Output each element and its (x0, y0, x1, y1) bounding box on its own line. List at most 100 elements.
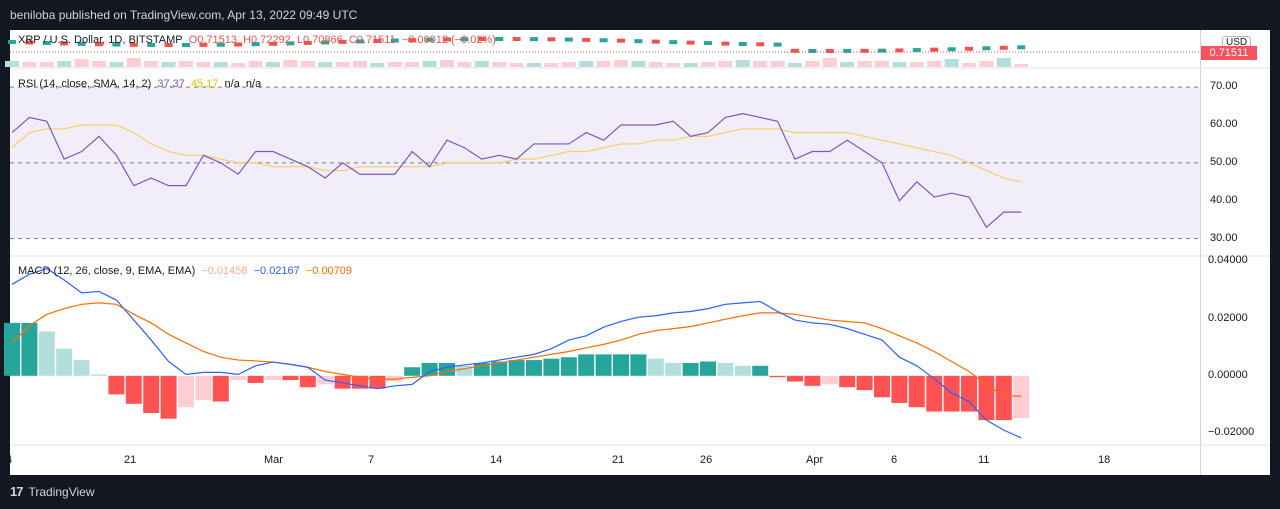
volume-bar (996, 58, 1011, 67)
price-candle (25, 40, 34, 45)
right-gutter (1270, 30, 1280, 475)
price-candle (530, 37, 538, 42)
price-candle (390, 38, 399, 43)
macd-hist-bar (995, 375, 1012, 421)
macd-hist-bar (578, 354, 595, 376)
volume-bar (770, 61, 785, 67)
volume-bar (909, 62, 924, 67)
volume-bar (579, 61, 594, 67)
macd-hist-bar (943, 375, 960, 412)
macd-tick-label: 0.00000 (1208, 368, 1248, 381)
macd-hist-bar (4, 322, 20, 376)
tradingview-logo[interactable]: 17 TradingView (10, 484, 95, 499)
price-candle (8, 40, 16, 44)
price-candle (999, 45, 1008, 50)
macd-hist-bar (178, 375, 194, 408)
price-candle (425, 37, 434, 42)
macd-legend[interactable]: MACD (12, 26, close, 9, EMA, EMA) −0.014… (18, 265, 355, 277)
price-candle (460, 37, 469, 42)
time-axis-label: 21 (612, 454, 625, 466)
volume-bar (561, 62, 576, 67)
volume-bar (283, 60, 298, 67)
macd-hist-value: −0.01458 (201, 265, 248, 277)
ohlc-close: C0.71511 (348, 34, 396, 46)
rsi-na-1: n/a (224, 78, 240, 90)
price-candle (617, 38, 625, 43)
ohlc-change: −0.00012 (−0.02%) (401, 34, 496, 46)
price-candle (77, 41, 86, 46)
macd-hist-bar (665, 362, 682, 376)
time-axis-label: Mar (264, 454, 283, 466)
price-candle (756, 42, 765, 47)
macd-hist-bar (560, 357, 577, 376)
volume-bar (944, 59, 959, 67)
macd-hist-bar (874, 375, 890, 398)
macd-hist-bar (630, 354, 647, 376)
price-candle (825, 48, 834, 53)
volume-bar (1014, 64, 1029, 67)
macd-hist-bar (752, 365, 769, 376)
price-candle (303, 40, 312, 45)
macd-hist-bar (821, 375, 838, 385)
rsi-legend[interactable]: RSI (14, close, SMA, 14, 2) 37.37 45.17 … (18, 78, 264, 90)
volume-bar (735, 60, 750, 67)
macd-hist-bar (125, 375, 142, 404)
macd-hist-bar (1013, 375, 1030, 419)
volume-bar (196, 62, 211, 67)
macd-signal-line (11, 302, 1022, 397)
volume-bar (648, 62, 663, 67)
macd-signal-value: −0.00709 (305, 265, 353, 277)
volume-bar (92, 61, 106, 67)
volume-bar (875, 61, 889, 67)
time-axis-label: 14 (490, 454, 503, 466)
volume-bar (179, 61, 193, 67)
volume-bar (144, 61, 159, 67)
macd-hist-bar (647, 358, 664, 376)
volume-bar (892, 62, 907, 67)
rsi-tick-label: 60.00 (1210, 118, 1238, 131)
price-candle (704, 41, 712, 46)
macd-hist-bar (247, 375, 264, 383)
price-candle (773, 42, 782, 47)
volume-bar (527, 63, 541, 67)
rsi-tick-label: 30.00 (1210, 231, 1238, 244)
macd-hist-bar (526, 360, 542, 376)
rsi-tick-label: 50.00 (1210, 155, 1238, 168)
macd-tick-label: −0.02000 (1208, 425, 1255, 438)
volume-bar (231, 63, 246, 67)
price-candle (182, 42, 190, 47)
price-candle (1017, 45, 1026, 50)
price-candle (547, 37, 556, 42)
price-candle (738, 41, 747, 46)
price-candle (321, 40, 330, 45)
price-candle (147, 42, 156, 47)
volume-bar (74, 59, 89, 67)
symbol-legend[interactable]: XRP / U.S. Dollar, 1D, BITSTAMP O0.71513… (18, 34, 499, 46)
macd-hist-bar (856, 375, 873, 391)
price-candle (199, 42, 208, 47)
price-scale[interactable] (1200, 30, 1271, 475)
price-candle (443, 37, 451, 42)
volume-bar (266, 62, 280, 67)
rsi-na-2: n/a (245, 78, 262, 90)
volume-bar (318, 62, 333, 67)
macd-hist-bar (804, 375, 821, 386)
volume-bar (300, 61, 315, 67)
price-candle (408, 38, 417, 43)
price-candle (582, 37, 591, 42)
price-candle (164, 42, 173, 47)
volume-bar (701, 62, 715, 67)
volume-bar (666, 63, 681, 67)
price-candle (860, 48, 869, 53)
price-candle (912, 48, 921, 53)
macd-hist-bar (91, 374, 107, 376)
price-candle (286, 41, 295, 46)
price-candle (338, 39, 347, 44)
volume-bar (631, 61, 646, 67)
volume-bar (422, 61, 437, 67)
macd-hist-bar (787, 375, 803, 382)
macd-hist-bar (56, 348, 73, 376)
volume-bar (405, 62, 420, 67)
volume-bar (979, 61, 994, 67)
